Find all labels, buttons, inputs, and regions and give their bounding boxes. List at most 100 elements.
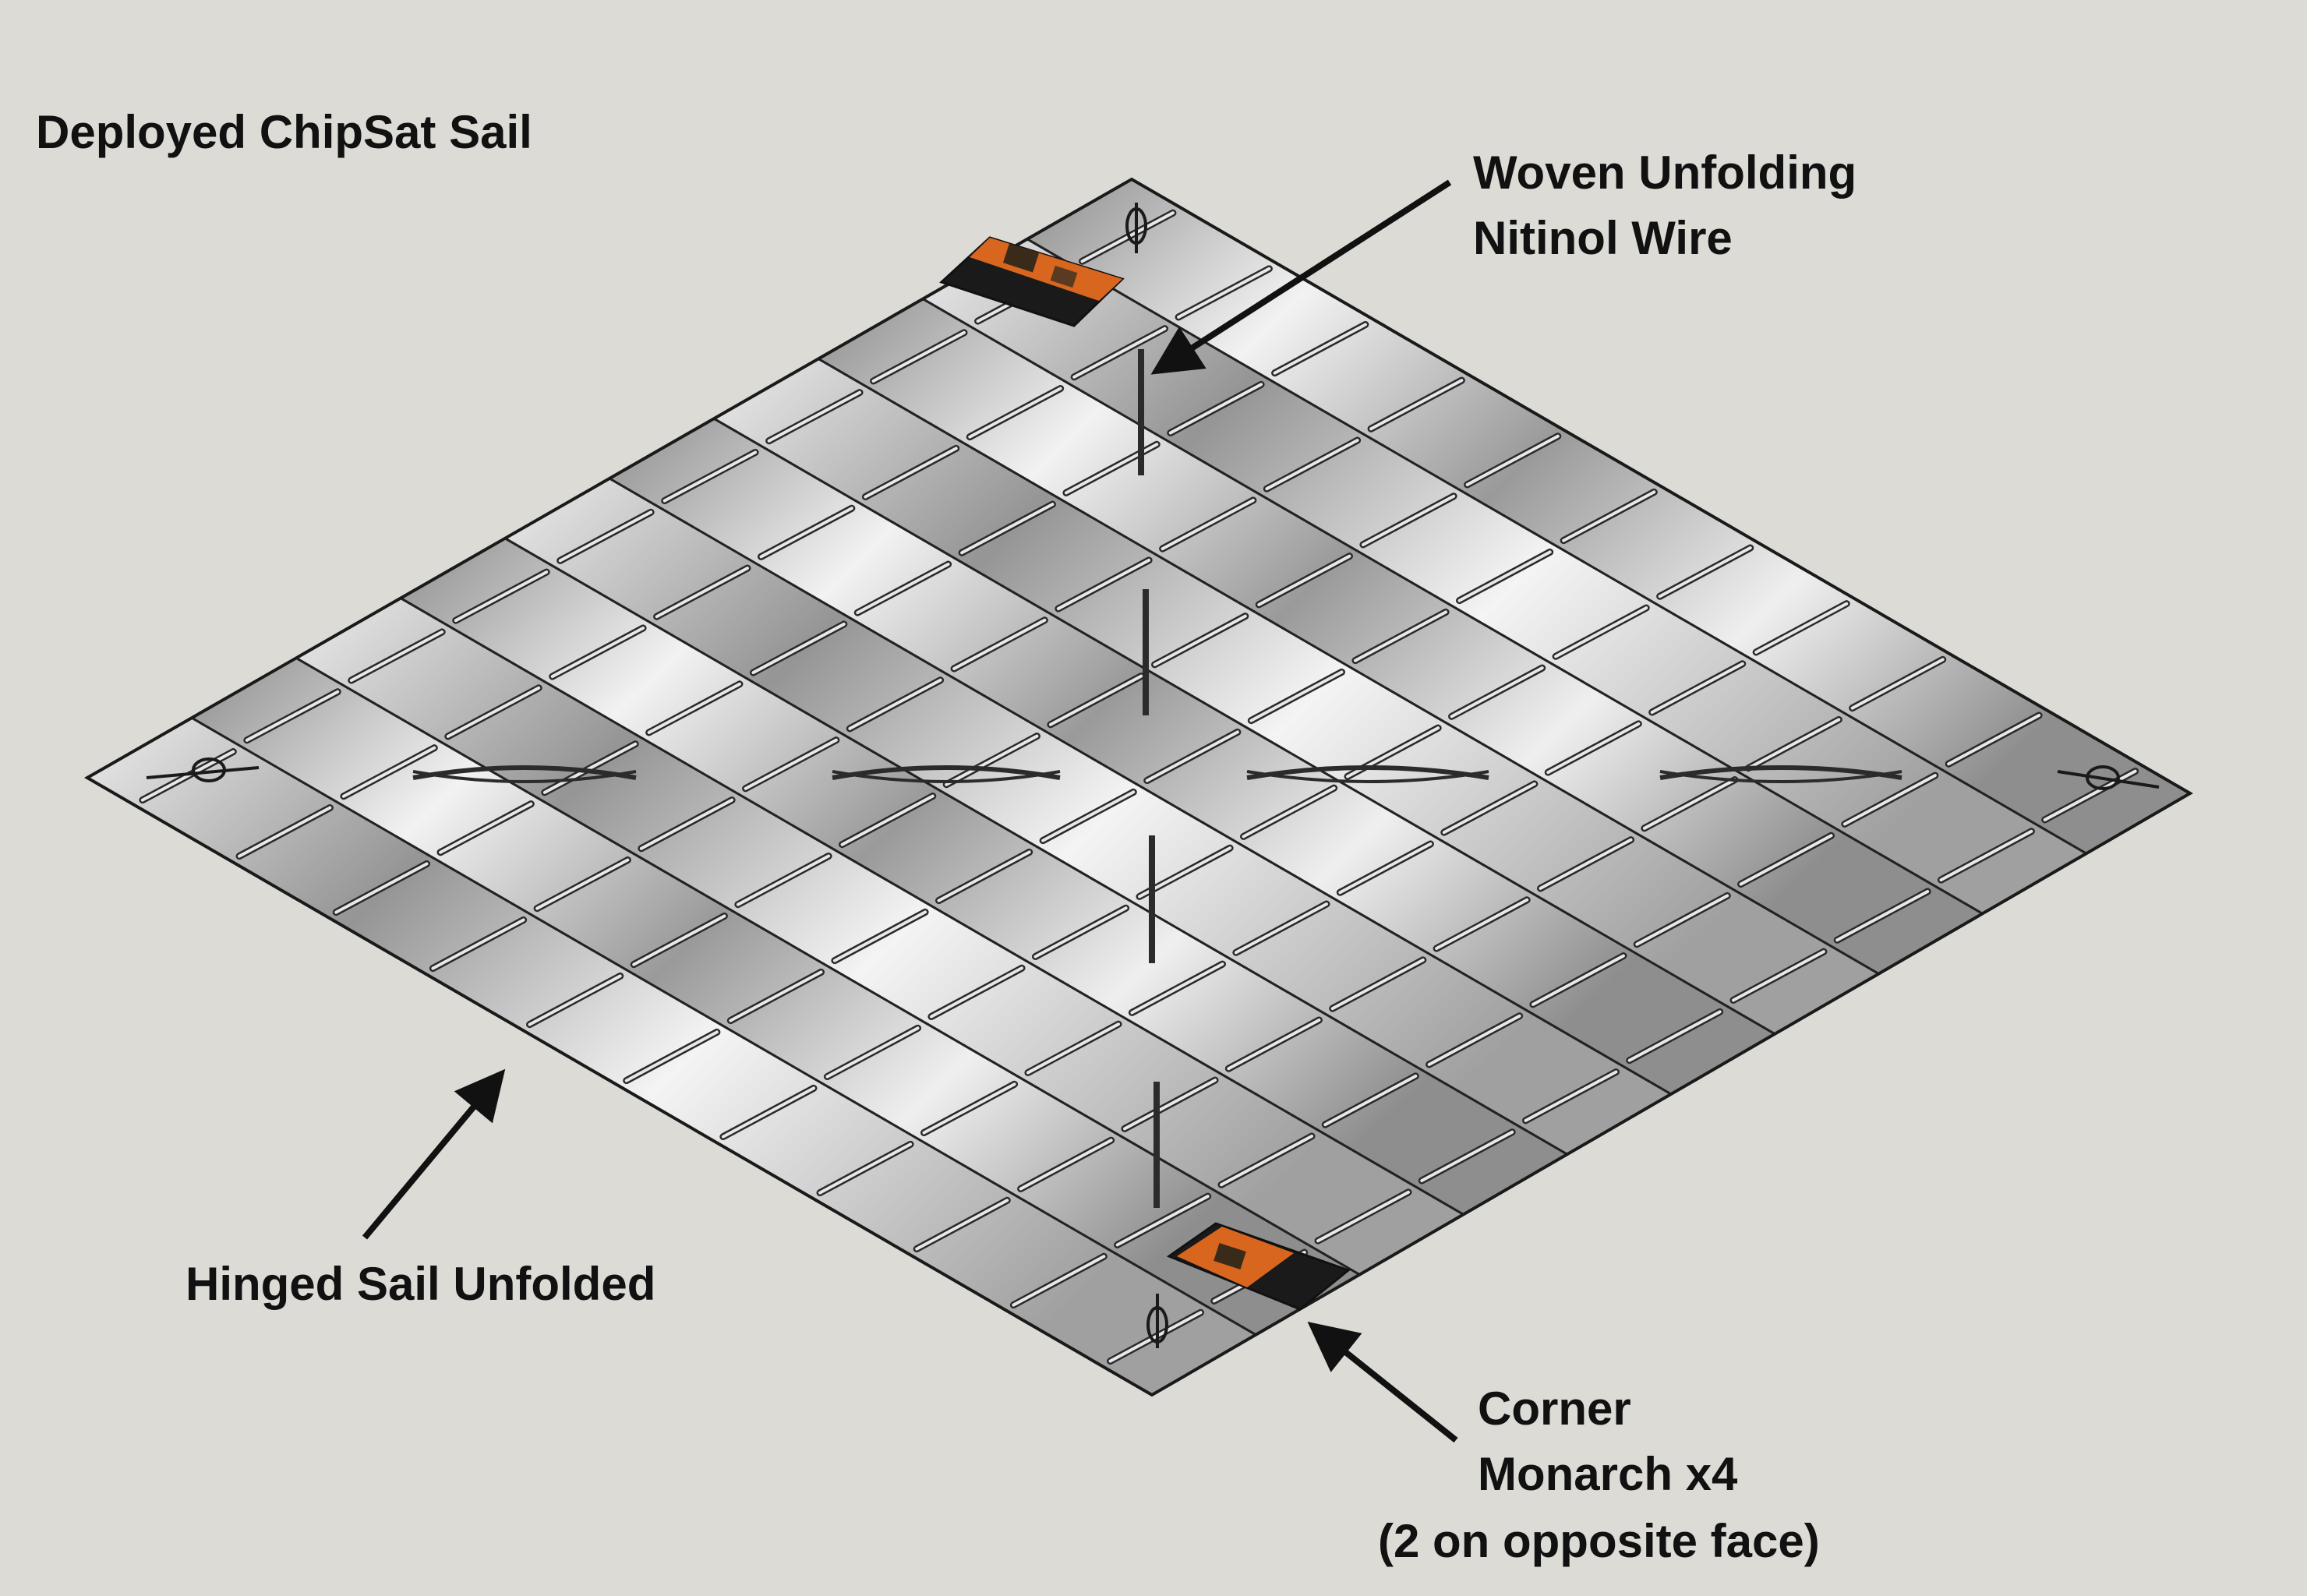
sail-slot-highlight <box>759 507 853 559</box>
sail-slot-highlight <box>1650 662 1744 715</box>
sail-slot-highlight <box>1012 1255 1106 1307</box>
sail-slot-highlight <box>1330 958 1425 1011</box>
sail-slot-highlight <box>639 798 734 850</box>
sail-slot-highlight <box>1177 267 1271 319</box>
chipsat-bottom <box>1166 1222 1351 1311</box>
sail-slot-highlight <box>1450 666 1544 719</box>
sail-slot-highlight <box>1546 722 1641 775</box>
horizontal-wire <box>832 765 1061 780</box>
sail-slot-highlight <box>871 330 966 383</box>
sail-slot-highlight <box>1273 323 1367 375</box>
horizontal-wire <box>412 765 637 780</box>
sail-slot-highlight <box>767 390 862 443</box>
sail-slot-highlight <box>632 914 726 966</box>
sail-slot-highlight <box>952 618 1047 670</box>
sail-slot-highlight <box>968 387 1062 439</box>
horizontal-wire <box>1246 765 1489 780</box>
sail-slot-highlight <box>1242 786 1336 839</box>
sail-slot-highlight <box>864 447 958 499</box>
sail-slot-highlight <box>929 966 1024 1019</box>
sail-slot-highlight <box>1227 1018 1321 1071</box>
sail-slot-highlight <box>1465 434 1560 486</box>
chipsat-top <box>939 236 1125 327</box>
sail-slot-highlight <box>1524 1070 1618 1122</box>
sail-slot-highlight <box>922 1082 1016 1135</box>
sail-slot-highlight <box>1947 713 2041 766</box>
sail-slot-highlight <box>341 746 436 798</box>
horizontal-wire <box>1659 770 1902 783</box>
wire-arrow <box>1150 179 1452 375</box>
sail-slot-highlight <box>1220 1134 1313 1187</box>
wire-label: Woven Unfolding Nitinol Wire <box>1473 140 1857 271</box>
sail-slot-highlight <box>832 910 927 962</box>
sail-slot-highlight <box>937 850 1031 902</box>
sail-slot-highlight <box>1739 834 1833 886</box>
sail-slot-highlight <box>454 570 549 623</box>
sail-slot-highlight <box>1257 554 1351 606</box>
sail-slot-highlight <box>1041 790 1136 842</box>
sail-slot-highlight <box>1353 610 1448 662</box>
sail-slot-highlight <box>1048 674 1143 726</box>
wire-label-line1: Woven Unfolding <box>1473 147 1857 199</box>
sail-slot-highlight <box>1033 906 1128 959</box>
sail-slot-highlight <box>1369 379 1464 431</box>
sail-slot-highlight <box>1562 490 1656 542</box>
sail-slot-highlight <box>736 854 831 906</box>
sail-slot-highlight <box>535 858 630 910</box>
sail-slot-highlight <box>1427 1014 1521 1066</box>
sail-slot-highlight <box>1731 950 1825 1002</box>
sail-slots <box>139 209 2139 1365</box>
corner-arrow <box>1307 1322 1458 1443</box>
sail-slot-highlight <box>1130 962 1224 1015</box>
sail-slot-highlight <box>446 686 541 738</box>
corner-label-note: (2 on opposite face) <box>1378 1515 1820 1567</box>
sail-slot-highlight <box>1457 550 1552 602</box>
sail-slot-highlight <box>662 450 758 503</box>
sail-slot-highlight <box>915 1199 1009 1251</box>
sail-slot-highlight <box>751 622 846 675</box>
sail-slot-highlight <box>1316 1190 1410 1243</box>
sail-slot-highlight <box>245 690 340 742</box>
sail-slot-highlight <box>1939 829 2033 882</box>
sail-slot-highlight <box>1122 1079 1217 1131</box>
sail-slot-highlight <box>1539 838 1633 890</box>
corner-rings <box>146 203 2160 1348</box>
sail-slot-highlight <box>1635 894 1729 946</box>
wire-label-line2: Nitinol Wire <box>1473 212 1733 264</box>
sail-slot-highlight <box>1026 1022 1121 1075</box>
horizontal-wire <box>832 770 1061 783</box>
sail-slot-highlight <box>542 742 638 794</box>
sail-slot-highlight <box>729 970 823 1022</box>
sail-slot-highlight <box>349 630 444 682</box>
sail-slot-highlight <box>1115 1195 1210 1247</box>
sail-slot-highlight <box>1108 1311 1203 1363</box>
sail-slot-highlight <box>1072 327 1167 379</box>
sail-slot-highlight <box>1161 498 1255 551</box>
sail-slot-highlight <box>334 862 429 914</box>
sail-slot-highlight <box>840 794 934 846</box>
sail-slot-highlight <box>1435 898 1529 951</box>
sail-slot-highlight <box>1338 842 1433 895</box>
sail-slot-highlight <box>655 567 749 619</box>
sail-slot-highlight <box>818 1142 913 1195</box>
sail-slot-highlight <box>624 1030 719 1082</box>
sail-slot-highlight <box>1531 954 1625 1006</box>
sail-slot-highlight <box>1323 1074 1418 1127</box>
sail-slot-highlight <box>1754 602 1849 654</box>
sail-slot-highlight <box>1658 546 1752 598</box>
sail-slot-highlight <box>1442 782 1536 835</box>
sail-slot-highlight <box>1642 778 1736 830</box>
sail-slot-highlight <box>1420 1130 1514 1183</box>
sail-slot-highlight <box>1627 1010 1722 1062</box>
horizontal-wire <box>1246 770 1489 783</box>
sail-slot-highlight <box>1168 383 1263 435</box>
sail-slot-highlight <box>1265 439 1359 491</box>
sail-slot-highlight <box>1145 730 1239 782</box>
sail-slot-highlight <box>1153 614 1247 666</box>
sail-slot-highlight <box>647 682 741 734</box>
sail-slot-highlight <box>1835 889 1930 942</box>
sail-slot-highlight <box>721 1086 816 1139</box>
sail-slot-highlight <box>848 678 942 730</box>
sail-slot-highlight <box>238 806 332 858</box>
